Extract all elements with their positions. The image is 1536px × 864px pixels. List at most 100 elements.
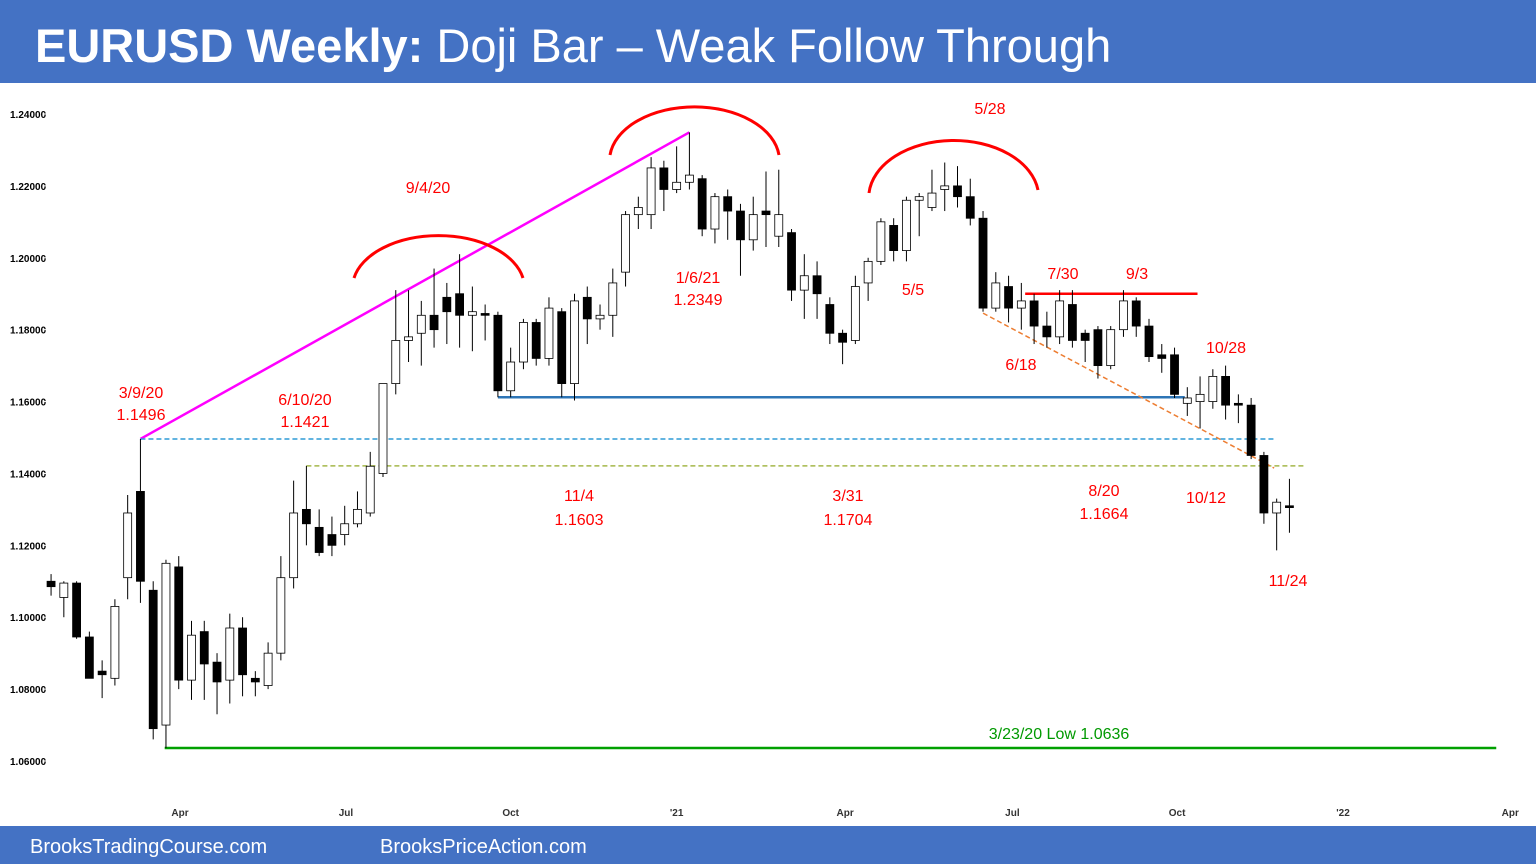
candle-body	[187, 634, 196, 681]
level-line	[139, 131, 691, 441]
candle-body	[1004, 286, 1013, 309]
candle-body	[84, 636, 94, 679]
candle-body	[493, 314, 503, 392]
candle-body	[787, 232, 796, 291]
candle-body	[263, 652, 273, 686]
candle-body	[736, 210, 745, 241]
candle-body	[365, 465, 375, 514]
candle-body	[1106, 329, 1116, 367]
candle-body	[123, 512, 133, 579]
candle-body	[455, 293, 465, 316]
candle-body	[902, 199, 911, 251]
candle-body	[889, 225, 899, 251]
candle-body	[1170, 354, 1179, 395]
candle-body	[863, 260, 873, 284]
y-tick-label: 1.24000	[10, 110, 47, 121]
candle-body	[404, 336, 413, 341]
y-tick-label: 1.18000	[10, 326, 47, 337]
candle-body	[825, 304, 835, 334]
x-tick-label: Apr	[171, 808, 188, 819]
annotation: 3/23/20 Low 1.0636	[989, 726, 1130, 743]
annotations: 3/9/20 1.1496 6/10/20 1.1421 9/4/20 11/4…	[117, 101, 1308, 743]
annotation: 5/5	[902, 282, 924, 299]
candle-body	[672, 181, 682, 190]
candle-body	[927, 192, 937, 208]
annotation: 11/4	[564, 488, 594, 505]
candle-body	[301, 508, 311, 525]
candle-body	[685, 174, 694, 183]
title-bold: EURUSD Weekly:	[35, 19, 423, 72]
candle-body	[544, 307, 554, 359]
annotation: 3/9/20	[119, 385, 164, 402]
arc	[352, 234, 525, 279]
candle-body	[416, 314, 426, 334]
candle-body	[391, 340, 401, 384]
y-tick-label: 1.10000	[10, 613, 47, 624]
candle-body	[1029, 300, 1039, 327]
candle-body	[1068, 304, 1077, 341]
candle-body	[314, 526, 324, 553]
footer-text: BrooksTradingCourse.com	[30, 836, 267, 858]
header-band	[0, 0, 1536, 83]
candle-body	[914, 196, 924, 201]
candle-body	[1272, 501, 1282, 514]
candle-body	[978, 217, 988, 309]
candle-body	[1195, 393, 1205, 402]
annotation: 1.1704	[824, 512, 873, 529]
annotation: 1.1664	[1080, 506, 1129, 523]
title-rest: Doji Bar – Weak Follow Through	[436, 19, 1111, 72]
candle-body	[250, 677, 260, 683]
x-tick-label: Jul	[1005, 808, 1020, 819]
arc	[608, 105, 781, 156]
annotation: 1.1496	[117, 407, 166, 424]
annotation: 9/3	[1126, 266, 1148, 283]
candle-body	[697, 178, 707, 230]
candle-body	[97, 670, 107, 676]
x-tick-label: Oct	[502, 808, 519, 819]
candle-body	[238, 627, 247, 676]
annotation: 1/6/21	[676, 270, 721, 287]
candle-body	[646, 167, 656, 216]
candle-body	[1055, 300, 1065, 338]
candle-body	[1259, 455, 1269, 514]
candle-body	[72, 582, 81, 638]
annotation: 7/30	[1047, 266, 1078, 283]
annotation: 1.1603	[555, 512, 604, 529]
candle-body	[327, 534, 337, 546]
candle-body	[1016, 300, 1026, 309]
candle-body	[46, 580, 56, 588]
y-tick-label: 1.14000	[10, 469, 47, 480]
candle-body	[953, 185, 962, 198]
candle-body	[799, 275, 809, 291]
arcs	[352, 105, 1040, 279]
candle-body	[965, 196, 975, 219]
candle-body	[519, 322, 528, 363]
y-tick-label: 1.12000	[10, 541, 47, 552]
candle-body	[940, 185, 950, 190]
candle-body	[289, 512, 299, 579]
level-line	[982, 312, 1275, 469]
x-tick-label: '22	[1336, 808, 1350, 819]
candle-body	[838, 332, 847, 343]
candle-body	[1093, 329, 1103, 367]
plot-area: 1.06000 1.08000 1.10000 1.12000 1.14000 1.160…	[10, 110, 1519, 819]
annotation: 1.1421	[281, 414, 330, 431]
candle-body	[276, 577, 286, 654]
candle-body	[531, 322, 541, 359]
y-tick-label: 1.16000	[10, 398, 47, 409]
candle-body	[136, 491, 145, 582]
candle-body	[199, 631, 209, 665]
x-tick-label: Apr	[837, 808, 854, 819]
candle-body	[876, 221, 886, 262]
candle-body	[442, 296, 452, 313]
candle-body	[1233, 402, 1243, 406]
chart-title: EURUSD Weekly: Doji Bar – Weak Follow Th…	[35, 19, 1111, 72]
candle-body	[1208, 375, 1218, 402]
candle-body	[633, 207, 643, 216]
candle-body	[225, 627, 235, 681]
candle-body	[570, 300, 579, 384]
candle-body	[340, 523, 350, 535]
annotation: 1.2349	[674, 292, 723, 309]
